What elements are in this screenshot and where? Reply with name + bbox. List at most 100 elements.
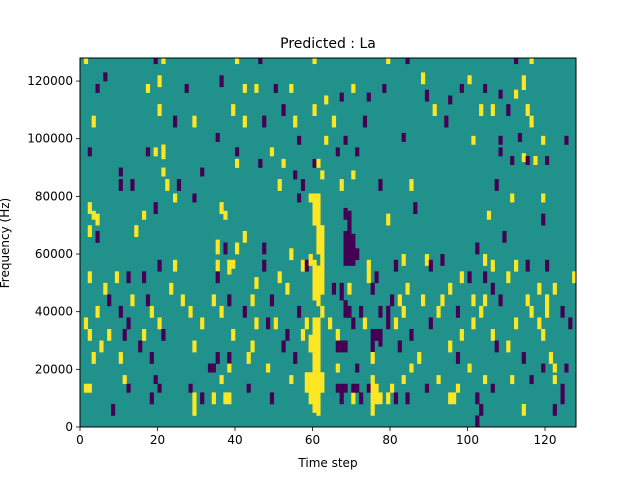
heatmap-cell-low [343,248,348,266]
heatmap-cell-high [145,83,151,93]
heatmap-cell-low [343,135,348,145]
heatmap-cell-high [99,340,104,353]
heatmap-cell-high [370,403,375,416]
heatmap-cell-high [173,259,178,272]
heatmap-cell-low [130,179,135,191]
heatmap-cell-high [545,305,550,318]
heatmap-cell-low [560,392,565,405]
heatmap-cell-high [254,277,259,289]
y-tick-label: 20000 [35,362,73,376]
heatmap-cell-low [153,375,158,385]
heatmap-cell-high [277,271,282,284]
heatmap-cell-high [289,375,294,385]
heatmap-cell-high [386,392,391,405]
heatmap-cell-high [192,340,197,353]
heatmap-cell-low [285,328,290,341]
heatmap-cell-low [335,147,340,157]
heatmap-cell-high [211,294,216,307]
heatmap-cell-low [126,271,131,284]
heatmap-cell-high [308,334,313,353]
heatmap-cell-high [537,282,542,295]
heatmap-cell-high [351,83,356,93]
heatmap-cell-low [413,202,418,214]
heatmap-cell-low [343,207,348,220]
heatmap-cell-low [258,58,263,65]
heatmap-cell-low [455,352,461,364]
heatmap-cell-low [200,392,205,405]
heatmap-cell-high [312,352,317,393]
heatmap-cell-high [514,317,519,330]
heatmap-cell-high [192,115,197,128]
heatmap-cell-low [118,167,123,177]
heatmap-cell-high [324,95,329,105]
heatmap-cell-high [316,363,321,393]
heatmap-cell-low [87,147,92,157]
heatmap-cell-low [269,392,275,405]
heatmap-cell-low [359,305,364,318]
heatmap-cell-low [444,115,449,128]
heatmap-cell-low [517,132,523,142]
heatmap-cell-low [161,328,166,341]
heatmap-cell-high [246,352,251,364]
heatmap-cell-low [281,340,286,353]
heatmap-cell-high [572,271,577,284]
heatmap-cell-high [545,294,550,307]
heatmap-cell-high [169,282,174,295]
heatmap-cell-low [335,340,340,353]
heatmap-cell-high [312,392,317,413]
heatmap-cell-high [401,375,406,385]
heatmap-cell-high [401,254,406,266]
heatmap-cell-high [533,156,538,165]
heatmap-cell-high [254,83,259,93]
heatmap-cell-high [479,305,484,318]
heatmap-cell-high [335,363,340,373]
heatmap-cell-high [374,383,379,393]
heatmap-cell-low [378,328,383,347]
heatmap-cell-high [308,392,313,405]
heatmap-cell-low [355,383,360,393]
heatmap-cell-high [328,317,333,330]
heatmap-cell-low [475,392,480,405]
heatmap-cell-high [281,158,286,168]
heatmap-cell-low [343,383,348,393]
x-tick-label: 60 [305,433,320,447]
heatmap-cell-high [529,115,534,128]
heatmap-cell-low [541,213,546,226]
heatmap-cell-high [316,265,321,301]
heatmap-cell-high [130,294,135,307]
heatmap-cell-low [297,305,302,318]
heatmap-cell-high [250,294,255,307]
heatmap-cell-low [107,294,112,307]
y-tick-label: 100000 [27,132,73,146]
heatmap-cell-low [351,317,356,330]
heatmap-cell-low [374,328,379,341]
heatmap-cell-high [537,317,542,330]
heatmap-background [80,58,576,427]
heatmap-cell-high [91,352,96,364]
heatmap-cell-high [269,147,275,157]
heatmap-cell-low [339,92,344,102]
heatmap-cell-low [312,158,317,168]
heatmap-cell-low [502,230,507,243]
heatmap-cell-low [386,317,391,330]
heatmap-cell-high [440,294,445,307]
heatmap-cell-low [405,58,410,65]
heatmap-cell-high [366,271,371,284]
heatmap-cell-low [297,193,302,203]
heatmap-cell-high [312,317,317,353]
heatmap-cell-low [390,294,395,307]
heatmap-cell-high [200,317,205,330]
heatmap-cell-low [157,383,162,393]
heatmap-cell-low [393,259,399,272]
heatmap-cell-low [459,83,464,93]
heatmap-cell-high [432,104,437,116]
heatmap-cell-high [448,392,453,405]
heatmap-cell-high [219,375,224,385]
heatmap-cell-low [506,104,511,116]
heatmap-cell-high [91,210,96,220]
heatmap-cell-low [483,83,488,93]
heatmap-cell-low [173,115,178,128]
heatmap-cell-high [324,135,329,145]
heatmap-cell-high [235,158,240,168]
heatmap-cell-low [273,83,278,93]
